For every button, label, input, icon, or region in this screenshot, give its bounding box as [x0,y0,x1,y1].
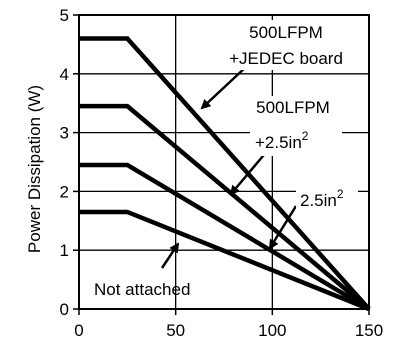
y-tick-label-0: 0 [60,300,69,319]
annotation-2p5in2-text: 2.5in2 [300,187,344,210]
series-line-4 [79,209,370,312]
arrow-not-attached [160,242,180,269]
annotation-2p5in2-base: 2.5in [300,191,337,210]
y-tick-label-2: 2 [60,182,69,201]
x-tick-label-0: 0 [74,321,83,340]
axes [73,14,370,315]
arrow-2p5in2 [268,205,298,250]
annotation-airflow-line2-exp: 2 [302,129,309,143]
annotation-airflow-line1: 500LFPM [256,98,330,117]
annotation-not-attached-text: Not attached [94,280,190,299]
series-line-2 [79,103,371,311]
annotation-jedec-line1: 500LFPM [249,23,323,42]
y-tick-label-5: 5 [60,6,69,25]
annotation-jedec-line2: +JEDEC board [229,49,343,68]
arrow-jedec [200,65,248,110]
series-line-3 [79,162,371,311]
annotation-2p5in2-airflow: 500LFPM +2.5in2 [250,96,342,156]
series-group [79,36,371,312]
annotation-airflow-line2: +2.5in2 [255,129,309,152]
annotation-arrows [160,65,298,269]
annotation-not-attached: Not attached [94,280,190,299]
x-tick-label-100: 100 [258,321,286,340]
annotation-2p5in2-exp: 2 [337,187,344,201]
x-tick-label-150: 150 [355,321,383,340]
plot-frame [78,14,370,310]
x-tick-label-50: 50 [166,321,185,340]
y-tick-label-1: 1 [60,241,69,260]
y-tick-label-3: 3 [60,124,69,143]
annotation-2p5in2: 2.5in2 [296,184,358,212]
y-tick-label-4: 4 [60,65,69,84]
annotation-airflow-line2-base: +2.5in [255,133,302,152]
series-line-1 [79,36,371,311]
arrow-2p5in2-airflow [229,149,269,196]
annotation-jedec-board: 500LFPM +JEDEC board [220,20,360,70]
y-axis-label: Power Dissipation (W) [25,85,44,253]
